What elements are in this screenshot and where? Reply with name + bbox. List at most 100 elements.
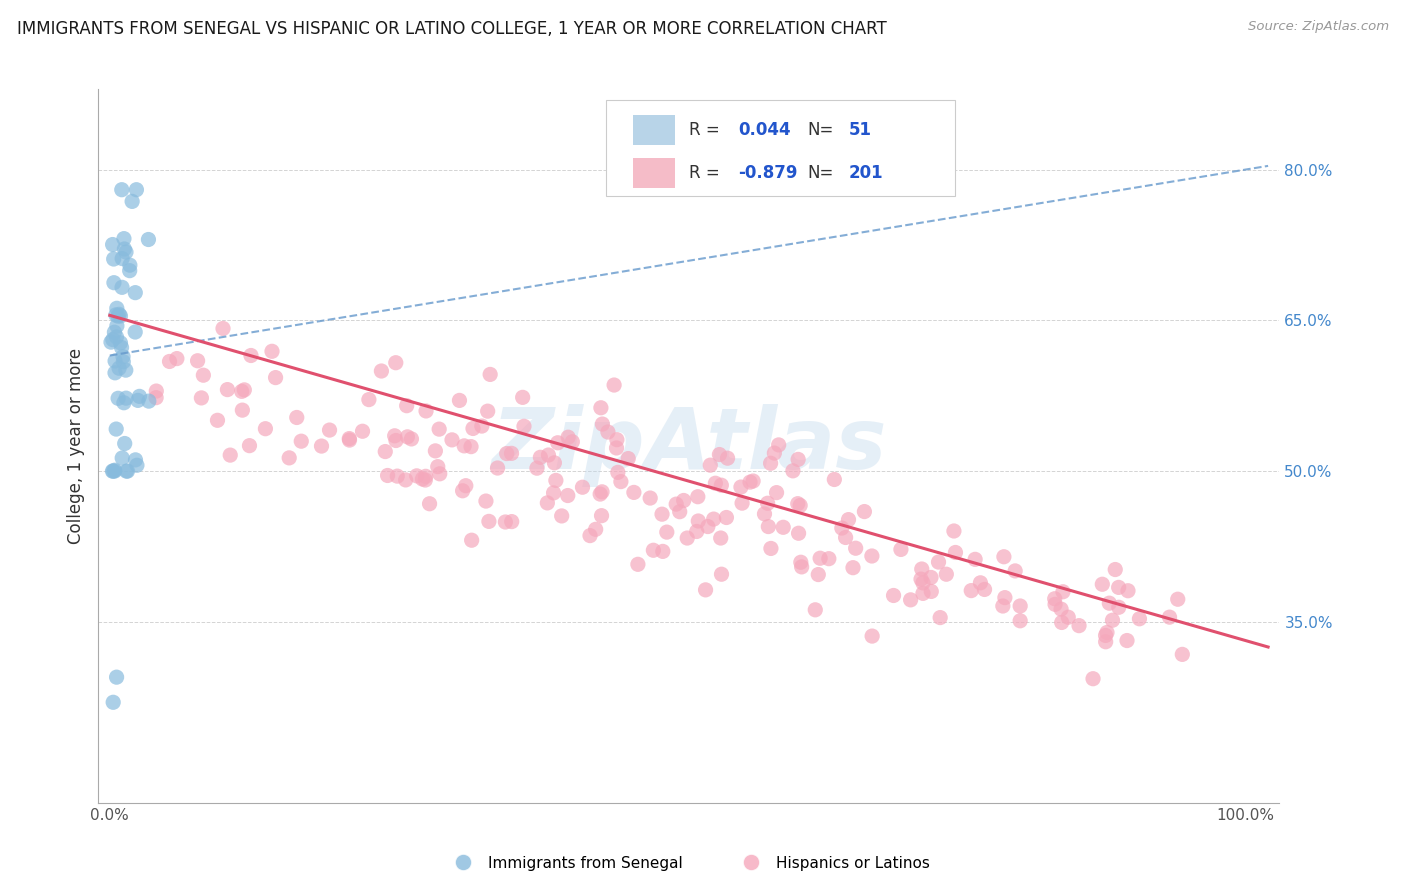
Point [860,629,883,643]
Point [311,439,333,453]
Point [883,589,905,603]
Point [589,401,612,415]
Point [405,468,427,483]
Point [495,446,517,460]
Point [112,242,135,256]
Point [124,285,146,300]
Point [900,592,922,607]
Point [460,533,482,548]
Point [479,368,502,382]
Point [550,508,572,523]
Point [1128,612,1150,626]
Point [699,458,721,472]
Point [787,452,810,467]
Point [1052,584,1074,599]
Point [145,391,167,405]
Point [105,330,128,344]
Point [260,344,283,359]
Point [105,422,128,436]
Point [716,451,738,466]
Point [591,417,613,431]
Point [104,354,127,368]
Point [187,353,209,368]
Text: ZipAtlas: ZipAtlas [491,404,887,488]
Point [1116,583,1139,598]
Point [557,430,579,444]
Point [759,541,782,556]
Point [787,526,810,541]
Point [110,335,132,350]
Point [121,194,143,209]
Point [561,434,583,449]
Point [890,542,912,557]
Point [991,599,1014,613]
Point [1043,591,1066,606]
Point [285,410,308,425]
Point [217,383,239,397]
Point [396,430,419,444]
Point [105,301,128,316]
Point [696,519,718,533]
Point [1159,610,1181,624]
Point [804,603,827,617]
Point [672,493,695,508]
Point [911,586,934,600]
Point [994,591,1017,605]
Point [190,391,212,405]
Point [818,551,841,566]
Point [219,448,242,462]
Point [415,469,437,483]
Text: R =: R = [689,121,725,139]
Point [960,583,983,598]
Point [1108,600,1130,615]
Point [920,570,942,584]
Point [536,496,558,510]
Point [501,446,523,460]
Point [765,485,787,500]
Point [104,464,127,478]
Point [731,496,754,510]
Point [193,368,215,383]
Point [101,333,124,347]
Point [104,463,127,477]
FancyBboxPatch shape [606,100,955,196]
Point [1167,592,1189,607]
Point [710,531,733,545]
Point [471,419,494,434]
Point [426,459,449,474]
Text: N=: N= [807,121,834,139]
Point [419,497,441,511]
Point [100,335,122,350]
Point [928,555,950,569]
Point [478,515,501,529]
Point [571,480,593,494]
Point [695,582,717,597]
Point [278,450,301,465]
Point [104,366,127,380]
Point [837,513,859,527]
Point [101,464,124,478]
Point [239,349,262,363]
FancyBboxPatch shape [634,115,675,145]
Point [665,497,688,511]
Point [166,351,188,366]
Point [823,473,845,487]
Point [1094,634,1116,648]
Point [231,384,253,399]
Point [513,419,536,434]
Point [591,508,613,523]
Point [112,396,135,410]
Point [449,393,471,408]
Point [111,280,134,294]
Point [103,276,125,290]
Point [668,505,690,519]
Point [127,393,149,408]
Point [395,399,418,413]
Point [425,443,447,458]
Point [655,525,678,540]
Point [965,552,987,566]
Point [114,363,136,377]
Point [716,510,738,524]
Point [557,489,579,503]
Text: Source: ZipAtlas.com: Source: ZipAtlas.com [1249,20,1389,33]
